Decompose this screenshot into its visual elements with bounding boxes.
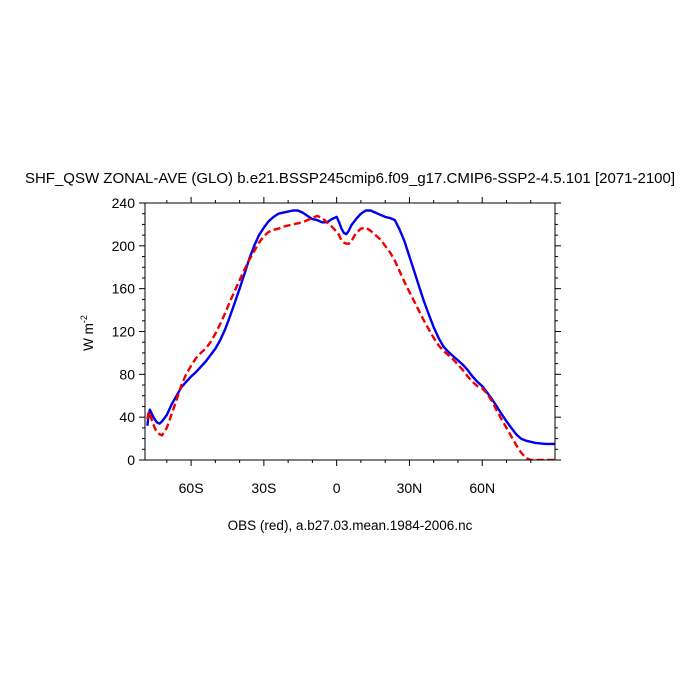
y-tick-label: 40	[119, 409, 135, 425]
y-tick-label: 240	[112, 195, 136, 211]
chart-caption: OBS (red), a.b27.03.mean.1984-2006.nc	[227, 518, 473, 533]
axes-layer: 0 40 80 120 160 200 240 60S 30S 0 30N 60N	[112, 195, 561, 496]
plot-frame	[144, 202, 556, 461]
x-tick-label: 30N	[397, 480, 423, 496]
y-axis-label: W m-2	[79, 315, 96, 351]
y-tick-label: 160	[112, 281, 136, 297]
y-axis-label-exponent: -2	[79, 315, 89, 323]
x-tick-label: 60S	[179, 480, 204, 496]
y-tick-label: 0	[127, 452, 135, 468]
y-tick-label: 120	[112, 324, 136, 340]
series-layer	[146, 209, 555, 460]
y-tick-label: 80	[119, 366, 135, 382]
series-line-model	[146, 209, 555, 446]
x-tick-label: 60N	[469, 480, 495, 496]
y-tick-label: 200	[112, 238, 136, 254]
chart-title: SHF_QSW ZONAL-AVE (GLO) b.e21.BSSP245cmi…	[24, 170, 676, 187]
series-line-obs	[146, 214, 555, 460]
x-tick-label: 0	[333, 480, 341, 496]
x-tick-label: 30S	[251, 480, 276, 496]
y-axis-label-main: W m	[81, 323, 96, 351]
